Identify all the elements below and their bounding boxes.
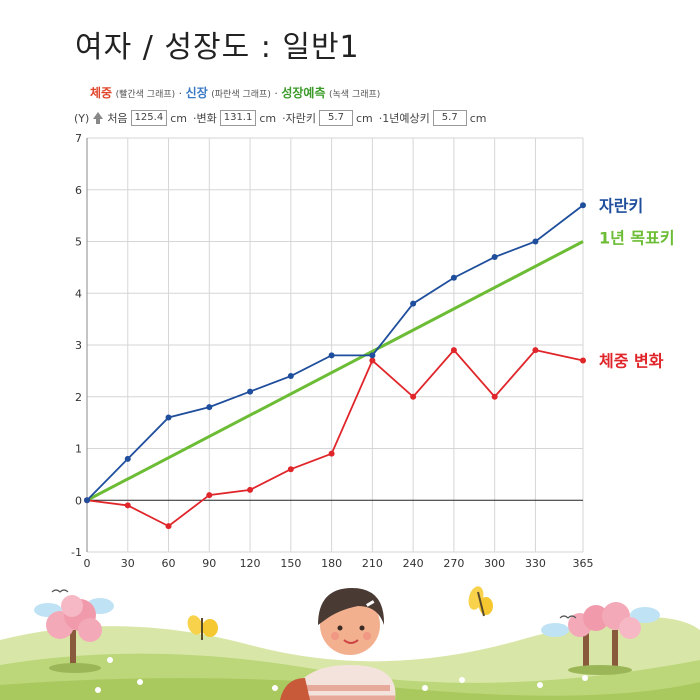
data-point [165, 414, 172, 421]
expect-value-field[interactable]: 5.7 [432, 110, 467, 126]
cherry-tree-icon [46, 595, 102, 673]
x-tick-label: 90 [202, 557, 216, 570]
change-value-field[interactable]: 131.1 [219, 110, 257, 126]
x-tick-label: 300 [484, 557, 505, 570]
change-label: 변화 [196, 112, 217, 125]
series [84, 202, 586, 530]
series-label: 체중 변화 [599, 352, 664, 371]
data-point [84, 497, 90, 504]
data-point [206, 404, 213, 411]
butterfly-icon [468, 586, 493, 617]
cherry-tree-icon [568, 602, 641, 675]
data-point [491, 393, 498, 400]
y-tick-label: 1 [75, 443, 82, 456]
bird-icon [51, 589, 69, 593]
axes: 0 30 60 90 120 150 180 210 240 270 300 330 365-10123… [71, 132, 593, 570]
start-unit: cm [170, 111, 187, 125]
bullet: · [282, 111, 286, 125]
x-tick-label: 270 [443, 557, 464, 570]
change-unit: cm [259, 111, 277, 125]
data-point [580, 357, 586, 364]
child-illustration-icon [280, 588, 396, 700]
x-tick-label: 330 [525, 557, 546, 570]
series-line [86, 204, 584, 501]
bullet: · [378, 111, 383, 125]
legend-predict-label: 성장예측 [281, 86, 326, 100]
data-point [165, 523, 172, 530]
x-tick-label: 210 [362, 557, 383, 570]
legend-height-note: (파란색 그래프) [211, 90, 271, 100]
grow-value-field[interactable]: 5.7 [319, 110, 353, 126]
x-tick-label: 150 [280, 557, 301, 570]
x-tick-label: 60 [162, 557, 176, 570]
legend-weight-note: (빨간색 그래프) [115, 90, 176, 100]
flower-icon [95, 657, 588, 693]
data-point [247, 388, 254, 395]
legend-separator: · [178, 87, 183, 100]
data-point [532, 347, 539, 354]
start-value-field[interactable]: 125.4 [130, 110, 168, 126]
x-tick-label: 180 [321, 557, 342, 570]
legend-weight-label: 체중 [90, 86, 113, 100]
data-point [287, 373, 294, 380]
x-tick-label: 30 [121, 557, 135, 570]
bird-icon [559, 615, 577, 619]
y-tick-label: 7 [75, 132, 82, 145]
page-title: 여자 / 성장도 : 일반1 [75, 30, 360, 65]
data-point [287, 466, 294, 473]
cloud-icon [541, 607, 660, 637]
butterfly-icon [187, 615, 218, 640]
y-tick-label: 5 [75, 236, 82, 249]
y-tick-label: 6 [75, 184, 82, 197]
x-tick-label: 240 [403, 557, 424, 570]
expect-unit: cm [469, 111, 487, 125]
data-point [369, 357, 376, 364]
growth-chart: 0 30 60 90 120 150 180 210 240 270 300 330 365-10123… [71, 132, 675, 570]
legend-height-label: 신장 [185, 86, 208, 100]
x-tick-label: 120 [240, 557, 261, 570]
data-point [328, 450, 335, 457]
data-point [247, 486, 254, 493]
data-point [532, 238, 539, 245]
data-point [450, 347, 457, 354]
y-tick-label: 0 [75, 494, 82, 507]
legend-line: 체중 (빨간색 그래프) · 신장 (파란색 그래프) · 성장예측 (녹색 그… [90, 84, 380, 101]
controls-bar: (Y) 처음 125.4 cm · 변화 131.1 cm · 자란키 5.7 … [74, 110, 487, 126]
y-axis-label: (Y) [74, 111, 90, 125]
x-tick-label: 0 [84, 557, 91, 570]
data-point [124, 455, 131, 462]
y-tick-label: 2 [75, 391, 82, 404]
data-point [450, 274, 457, 281]
data-point [124, 502, 131, 509]
series-line [86, 348, 584, 528]
y-tick-label: 4 [75, 287, 82, 300]
y-tick-label: -1 [71, 546, 82, 559]
data-point [580, 202, 586, 209]
bullet: · [192, 111, 197, 125]
expect-label: 1년예상키 [382, 112, 430, 125]
data-point [491, 254, 498, 261]
legend-predict-note: (녹색 그래프) [329, 90, 381, 100]
arrow-up-icon [93, 112, 104, 124]
y-tick-label: 3 [75, 339, 82, 352]
series-line [86, 240, 584, 502]
data-point [369, 352, 376, 359]
grid [86, 137, 584, 553]
data-point [410, 393, 417, 400]
grow-label: 자란키 [285, 112, 316, 125]
series-label: 자란키 [599, 196, 643, 215]
series-label: 1년 목표키 [599, 229, 675, 248]
start-label: 처음 [107, 112, 128, 125]
x-tick-label: 365 [573, 557, 594, 570]
data-point [328, 352, 335, 359]
data-point [410, 300, 417, 307]
legend-separator: · [274, 87, 278, 100]
decorative-scene [0, 586, 700, 700]
data-point [206, 492, 213, 499]
grow-unit: cm [356, 111, 373, 125]
